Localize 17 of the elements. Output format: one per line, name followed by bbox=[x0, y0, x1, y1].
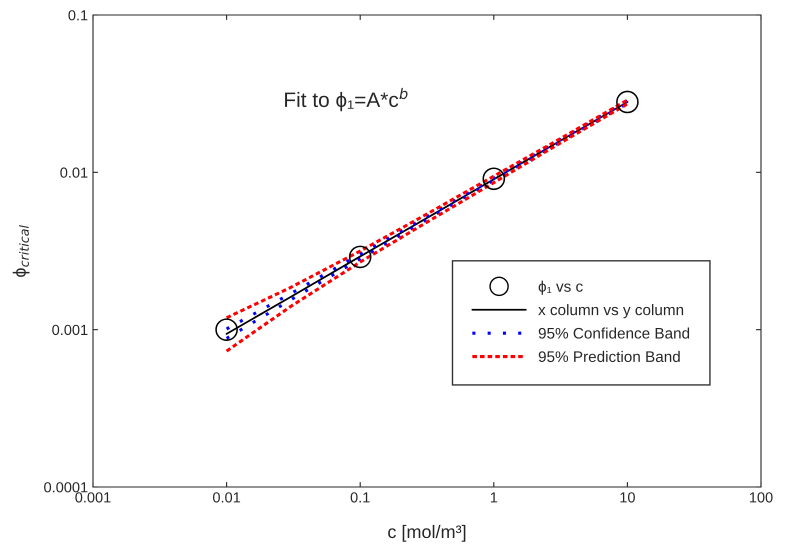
x-tick-label: 0.001 bbox=[75, 492, 111, 503]
annotation: Fit to ϕ₁=A*c$^{b}$ bbox=[285, 88, 408, 112]
legend-label: 95% Prediction Band bbox=[538, 350, 680, 362]
x-tick-label: 100 bbox=[750, 492, 773, 503]
legend-label: ϕ₁ vs c bbox=[538, 280, 583, 295]
legend-label: x column vs y column bbox=[538, 304, 684, 318]
legend-label: 95% Confidence Band bbox=[538, 327, 690, 339]
x-tick-label: 10 bbox=[620, 492, 635, 503]
x-axis-title: c [mol/m³] bbox=[388, 524, 466, 542]
y-axis-title: ϕ$_{critical}$ bbox=[12, 225, 30, 277]
x-tick-label: 1 bbox=[490, 492, 498, 502]
y-tick-label: 0.0001 bbox=[44, 482, 88, 492]
x-tick-label: 0.1 bbox=[350, 492, 370, 503]
y-tick-label: 0.1 bbox=[68, 10, 88, 20]
y-tick-label: 0.01 bbox=[60, 167, 88, 178]
x-tick-label: 0.01 bbox=[212, 492, 240, 503]
y-tick-label: 0.001 bbox=[52, 324, 88, 336]
